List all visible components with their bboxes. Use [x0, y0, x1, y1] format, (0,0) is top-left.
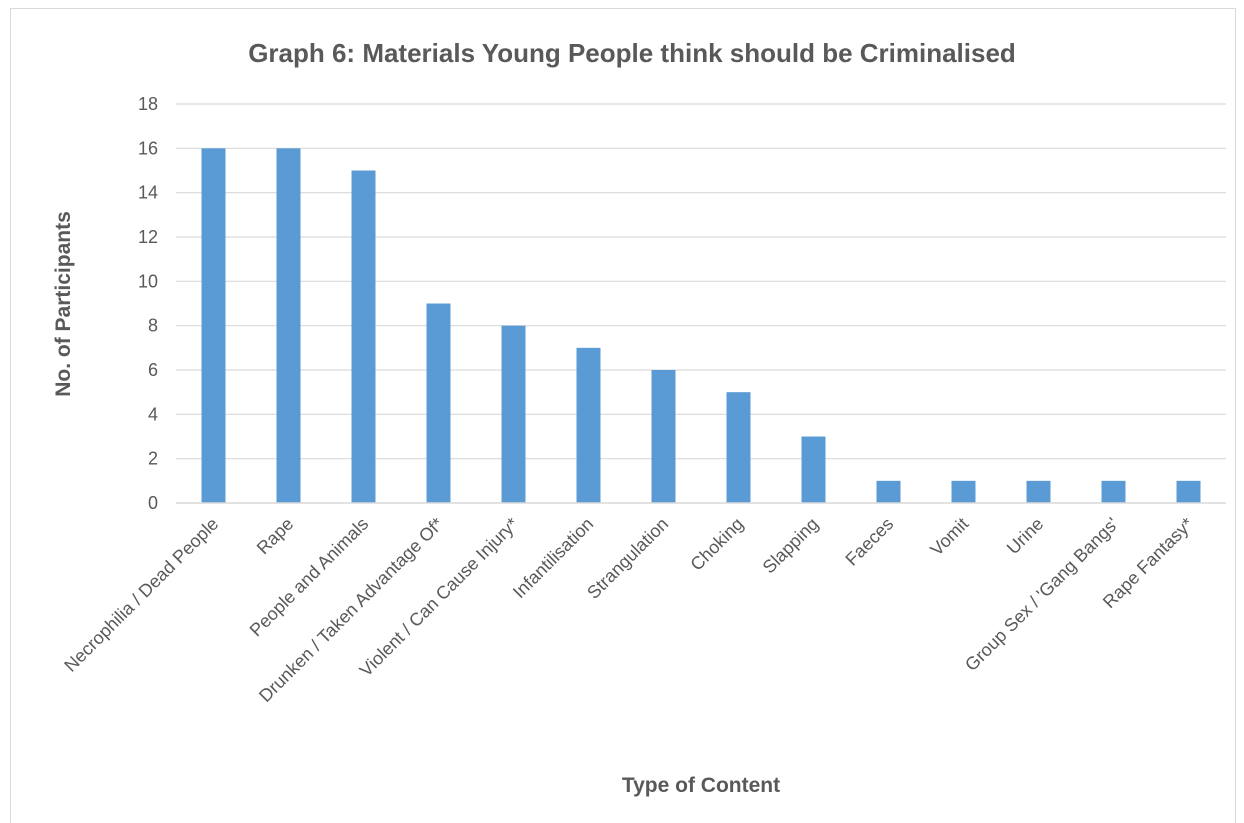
y-tick-label: 14	[138, 183, 158, 203]
chart-frame	[10, 8, 1236, 823]
bar	[876, 480, 901, 503]
bar	[951, 480, 976, 503]
x-category-label: Necrophilia / Dead People	[60, 514, 222, 676]
y-axis-title: No. of Participants	[52, 211, 75, 397]
bar	[651, 370, 676, 503]
x-category-label: Choking	[686, 514, 747, 575]
chart-title: Graph 6: Materials Young People think sh…	[248, 38, 1016, 68]
x-axis-title: Type of Content	[622, 774, 780, 797]
bars	[201, 148, 1201, 504]
y-axis-tick-labels: 0 2 4 6 8 10 12 14 16 18	[138, 94, 158, 513]
y-tick-label: 10	[138, 271, 158, 291]
y-tick-label: 6	[148, 360, 158, 380]
bar	[1176, 480, 1201, 503]
y-tick-label: 2	[148, 449, 158, 469]
x-category-label: Rape	[253, 514, 298, 559]
x-category-label: Faeces	[841, 514, 897, 570]
bar	[1101, 480, 1126, 503]
y-tick-label: 4	[148, 404, 158, 424]
y-tick-label: 16	[138, 138, 158, 158]
bar	[201, 148, 226, 504]
bar	[276, 148, 301, 504]
bar	[1026, 480, 1051, 503]
x-category-label: Group Sex / 'Gang Bangs'	[961, 514, 1122, 675]
bar	[726, 392, 751, 503]
y-tick-label: 8	[148, 316, 158, 336]
y-tick-label: 12	[138, 227, 158, 247]
x-category-label: Urine	[1003, 514, 1048, 559]
bar	[501, 325, 526, 503]
bar	[576, 347, 601, 503]
bar	[801, 436, 826, 503]
bar	[351, 170, 376, 503]
x-category-label: Violent / Can Cause Injury*	[356, 514, 523, 681]
y-tick-label: 0	[148, 493, 158, 513]
gridlines	[176, 103, 1226, 460]
x-category-label: Slapping	[759, 514, 823, 578]
bar	[426, 303, 451, 503]
x-category-label: Vomit	[926, 514, 972, 560]
y-tick-label: 18	[138, 94, 158, 114]
